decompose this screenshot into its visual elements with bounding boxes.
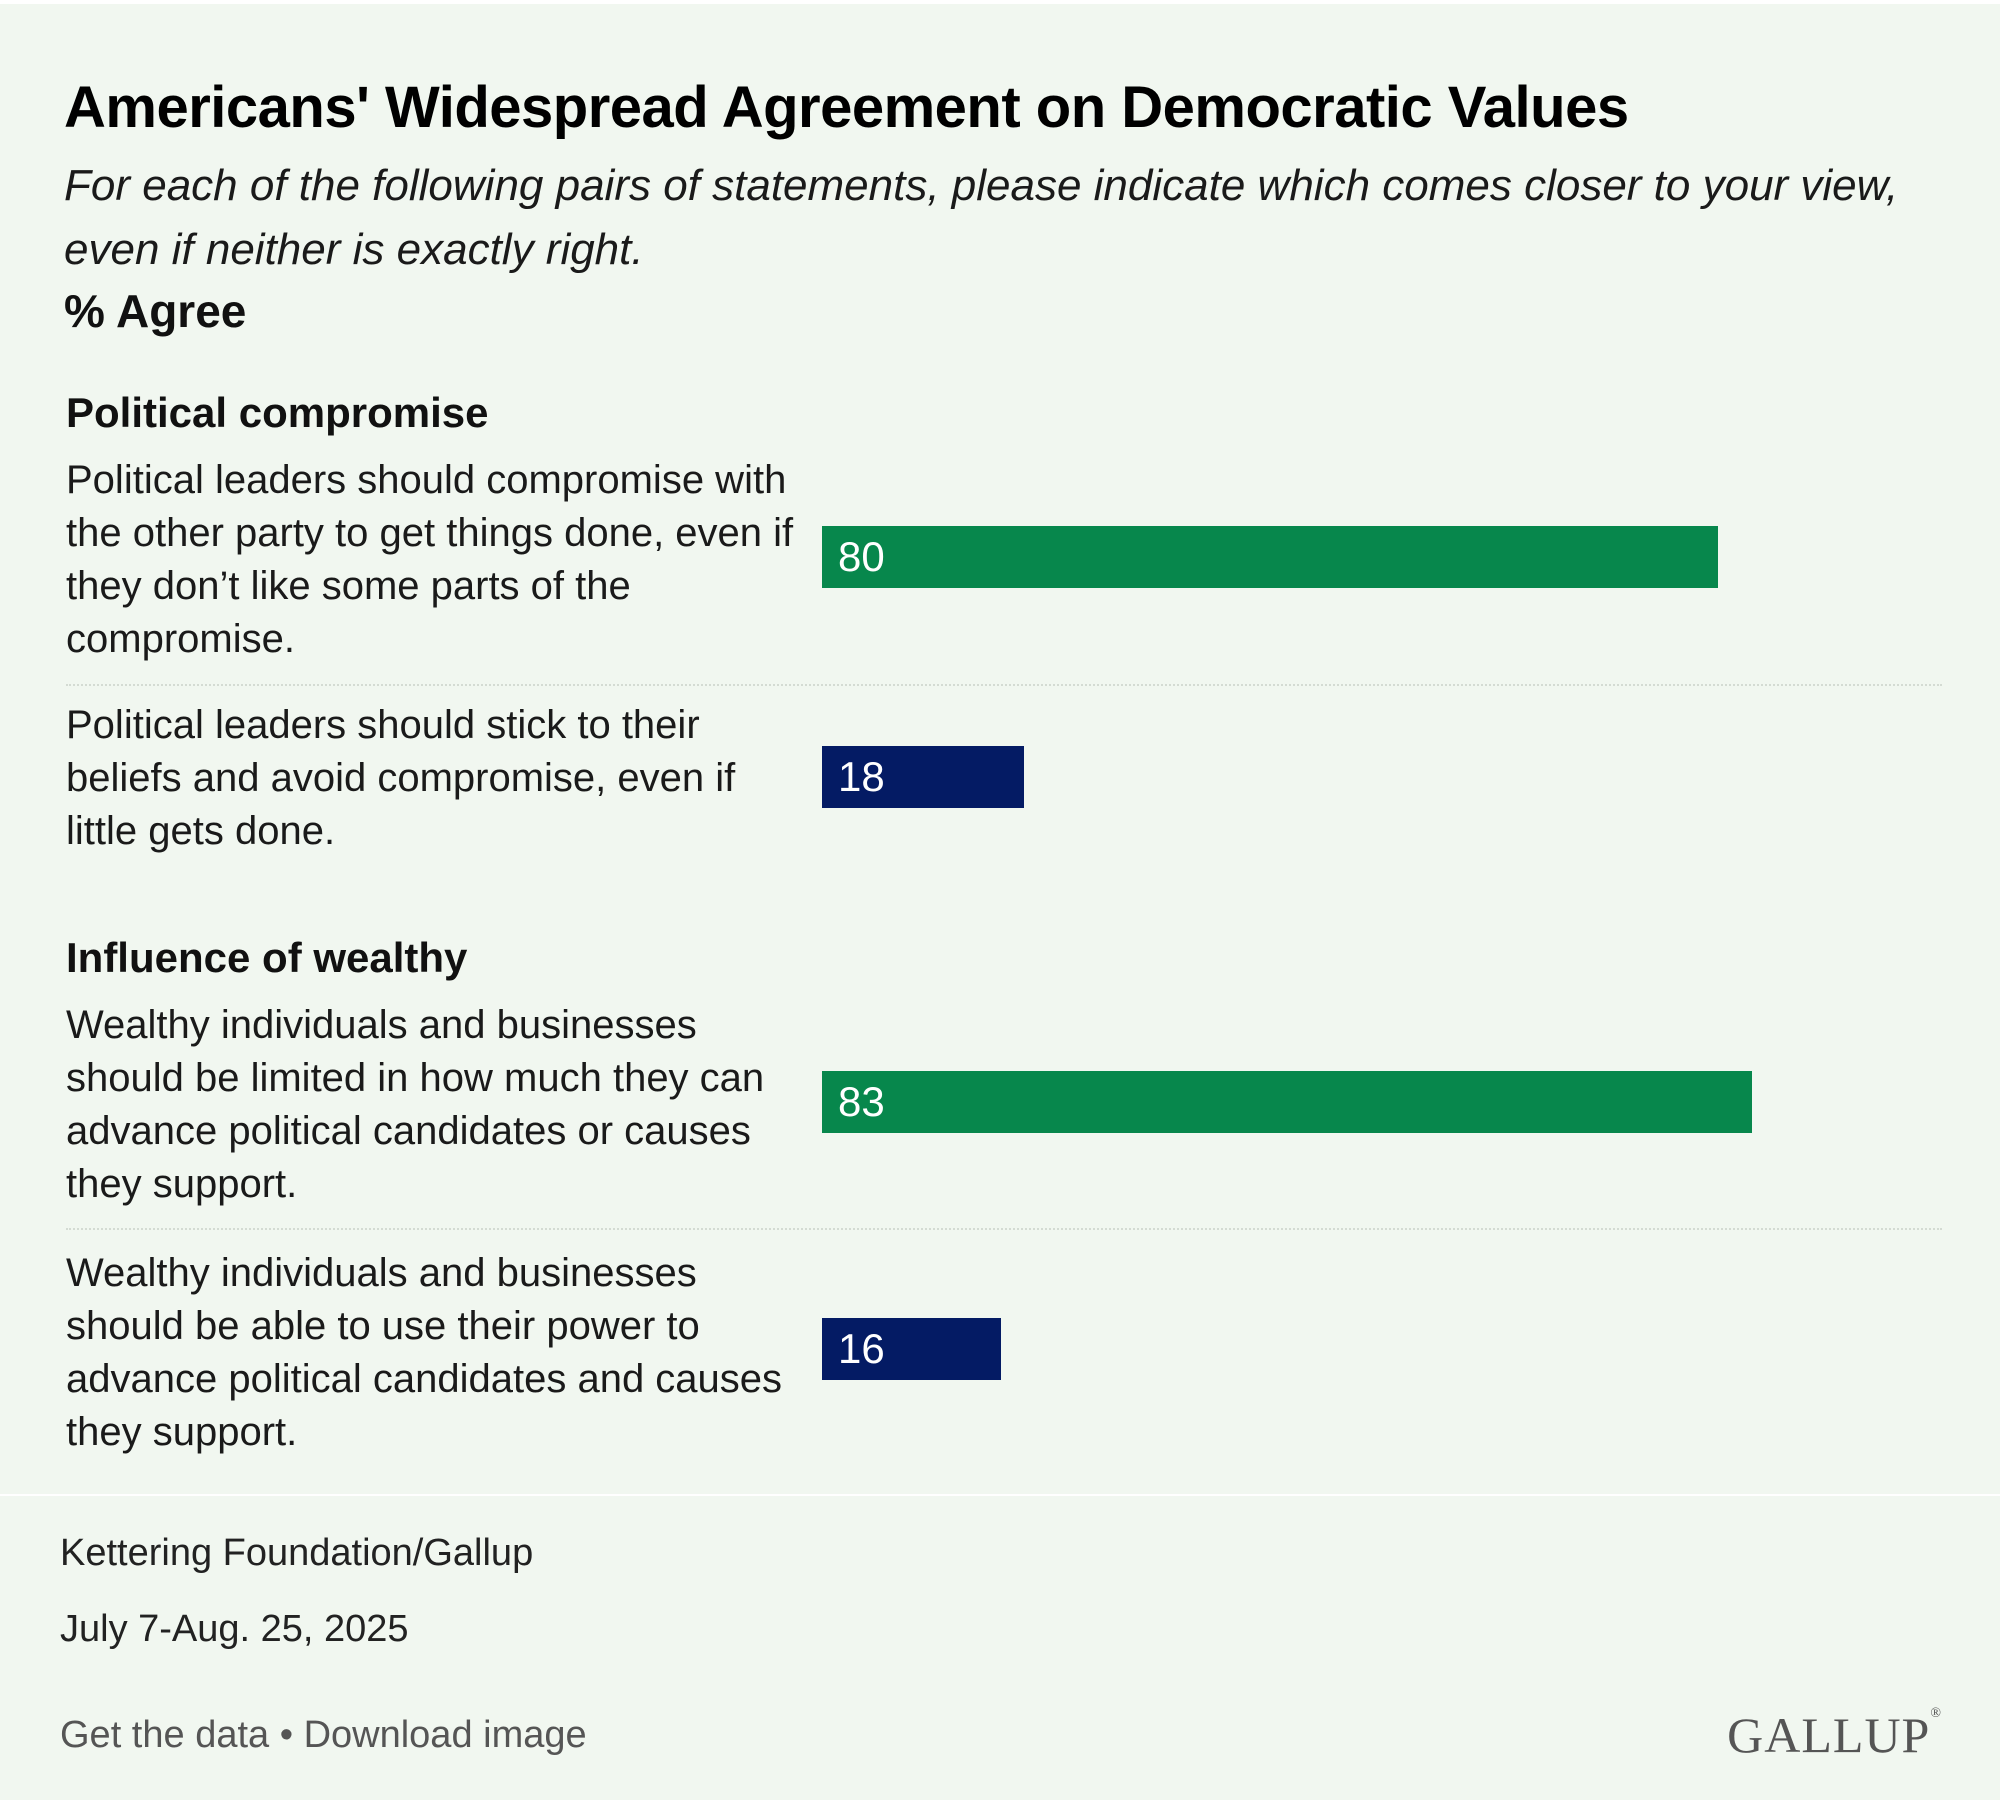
chart-title: Americans' Widespread Agreement on Democ…	[64, 75, 1629, 140]
statement-wealthy-power: Wealthy individuals and businesses shoul…	[66, 1251, 783, 1454]
link-separator: •	[269, 1714, 304, 1756]
bar-wealthy-power: 16	[822, 1318, 1002, 1380]
bar-compromise: 80	[822, 526, 1718, 588]
source-text: Kettering Foundation/Gallup	[60, 1532, 534, 1574]
survey-dates: July 7-Aug. 25, 2025	[60, 1608, 409, 1650]
bar-value-label: 18	[838, 753, 885, 800]
gallup-logo: GALLUP®	[1727, 1706, 1942, 1764]
bar-value-label: 16	[838, 1325, 885, 1372]
row-divider	[66, 684, 1942, 686]
get-data-link[interactable]: Get the data	[60, 1714, 270, 1756]
group-title-influence-of-wealthy: Influence of wealthy	[66, 934, 468, 981]
footer-links: Get the data • Download image	[60, 1714, 587, 1757]
unit-label: % Agree	[64, 285, 247, 337]
chart-card: Americans' Widespread Agreement on Democ…	[0, 4, 2000, 1800]
download-image-link[interactable]: Download image	[303, 1714, 587, 1756]
bar-value-label: 83	[838, 1078, 885, 1125]
group-title-political-compromise: Political compromise	[66, 389, 489, 436]
bar-limit-wealthy: 83	[822, 1071, 1752, 1133]
registered-mark: ®	[1930, 1706, 1942, 1721]
row-divider	[66, 1228, 1942, 1230]
bar-avoid-compromise: 18	[822, 746, 1024, 808]
statement-limit-wealthy: Wealthy individuals and businesses shoul…	[66, 1003, 765, 1206]
chart-subtitle: For each of the following pairs of state…	[64, 161, 1899, 274]
footer-divider	[0, 1494, 2000, 1496]
statement-compromise: Political leaders should compromise with…	[66, 458, 794, 661]
bar-value-label: 80	[838, 533, 885, 580]
logo-text: GALLUP	[1727, 1707, 1931, 1763]
statement-avoid-compromise: Political leaders should stick to their …	[66, 703, 736, 853]
